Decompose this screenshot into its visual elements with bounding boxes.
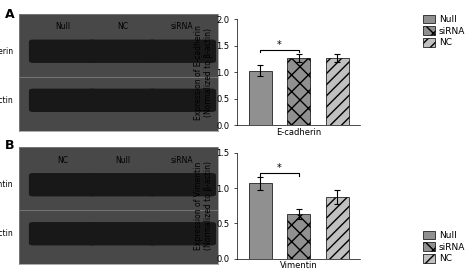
FancyBboxPatch shape — [89, 39, 156, 63]
FancyBboxPatch shape — [89, 222, 156, 245]
Text: siRNA: siRNA — [171, 22, 193, 31]
FancyBboxPatch shape — [148, 222, 216, 245]
X-axis label: Vimentin: Vimentin — [280, 261, 318, 270]
Bar — [326, 58, 349, 125]
Legend: Null, siRNA, NC: Null, siRNA, NC — [421, 13, 467, 49]
FancyBboxPatch shape — [29, 173, 97, 196]
Text: *: * — [277, 163, 282, 173]
FancyBboxPatch shape — [29, 39, 97, 63]
Text: E-cadherin: E-cadherin — [0, 47, 13, 56]
Bar — [287, 58, 310, 125]
FancyBboxPatch shape — [29, 222, 97, 245]
FancyBboxPatch shape — [29, 89, 97, 112]
FancyBboxPatch shape — [148, 173, 216, 196]
Y-axis label: Expression of E-cadherin
(Normalized to β-actin): Expression of E-cadherin (Normalized to … — [194, 25, 213, 120]
Bar — [287, 214, 310, 259]
Text: *: * — [277, 39, 282, 49]
Text: siRNA: siRNA — [171, 155, 193, 165]
FancyBboxPatch shape — [148, 39, 216, 63]
Y-axis label: Expression of Vimentin
(Normalized to β-actin): Expression of Vimentin (Normalized to β-… — [194, 161, 213, 250]
Text: Null: Null — [55, 22, 70, 31]
Text: Vimentin: Vimentin — [0, 180, 13, 189]
FancyBboxPatch shape — [89, 173, 156, 196]
Bar — [248, 71, 272, 125]
Legend: Null, siRNA, NC: Null, siRNA, NC — [421, 229, 467, 265]
Text: Null: Null — [115, 155, 130, 165]
Text: NC: NC — [117, 22, 128, 31]
Text: B: B — [5, 139, 14, 152]
FancyBboxPatch shape — [89, 89, 156, 112]
Bar — [248, 183, 272, 259]
X-axis label: E-cadherin: E-cadherin — [276, 128, 321, 137]
Text: A: A — [5, 8, 14, 21]
FancyBboxPatch shape — [148, 89, 216, 112]
Text: β-actin: β-actin — [0, 229, 13, 238]
Text: β-actin: β-actin — [0, 96, 13, 105]
Bar — [326, 197, 349, 259]
Text: NC: NC — [57, 155, 68, 165]
